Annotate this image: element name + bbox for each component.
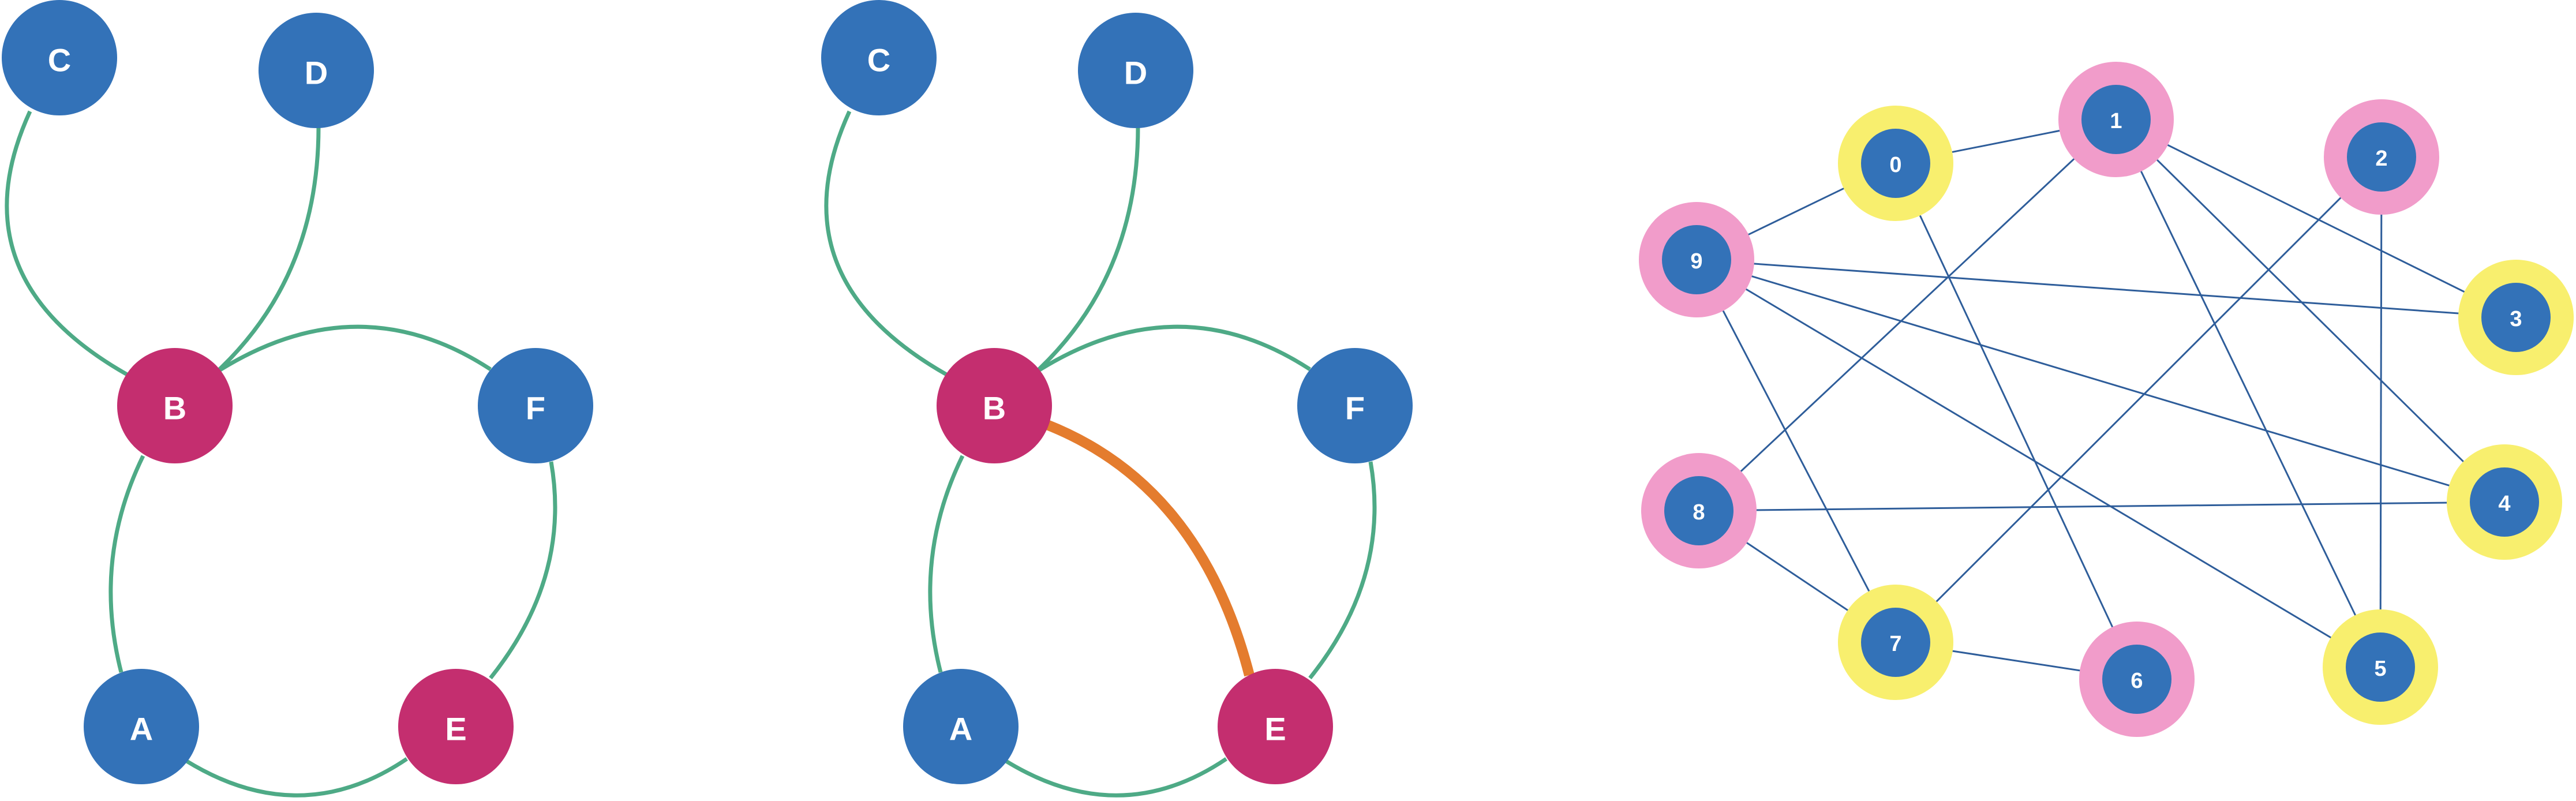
- graph2-node-C: C: [821, 0, 937, 115]
- graph1-node-circle-E: [398, 669, 514, 784]
- graph1-node-C: C: [2, 0, 117, 115]
- graph3-node-5: 5: [2323, 609, 2438, 725]
- graph3-edge-1-3: [2116, 118, 2517, 319]
- graph1-node-label-A: A: [130, 711, 153, 747]
- graph3-edge-1-8: [1698, 118, 2117, 512]
- graph2-node-label-D: D: [1124, 55, 1147, 91]
- graph2-node-A: A: [903, 669, 1019, 784]
- graph1-node-label-F: F: [526, 390, 545, 426]
- graph2-node-circle-A: [903, 669, 1019, 784]
- graph3-node-core-4: [2470, 467, 2539, 537]
- graph1-node-E: E: [398, 669, 514, 784]
- graph3-node-4: 4: [2447, 444, 2562, 560]
- graph2-node-D: D: [1078, 13, 1193, 128]
- graph3-node-7: 7: [1838, 585, 1953, 700]
- graph3-node-6: 6: [2079, 622, 2195, 737]
- graph2-node-label-F: F: [1345, 390, 1365, 426]
- graph1-edge-D-B: [215, 126, 321, 374]
- graph2-node-circle-C: [821, 0, 937, 115]
- graph3-node-core-8: [1664, 476, 1733, 545]
- graph2-highlighted-edge-B-E: [1043, 419, 1255, 677]
- graph1-edge-A-E: [185, 757, 408, 798]
- graph3-node-label-0: 0: [1889, 153, 1901, 177]
- graph3-edge-9-3: [1696, 259, 2517, 319]
- graph1-node-label-E: E: [445, 711, 466, 747]
- graph3-node-3: 3: [2458, 260, 2574, 375]
- graph3-node-core-3: [2481, 283, 2551, 352]
- graph3-node-label-8: 8: [1693, 500, 1705, 525]
- graph1-node-circle-C: [2, 0, 117, 115]
- graph2-edge-B-F: [1035, 324, 1311, 374]
- graph1-node-label-C: C: [48, 42, 71, 78]
- graph3-node-label-2: 2: [2375, 147, 2387, 171]
- graph3-edge-9-4: [1696, 259, 2505, 503]
- graph3-node-label-5: 5: [2374, 657, 2386, 681]
- graph1-node-label-D: D: [305, 55, 328, 91]
- graph1-node-B: B: [117, 348, 233, 463]
- graph1-node-F: F: [478, 348, 593, 463]
- graph1-edges: [5, 110, 557, 798]
- graph3-edge-0-6: [1894, 163, 2138, 680]
- graph1-edge-E-F: [489, 461, 557, 680]
- graph2-edge-C-B: [824, 110, 949, 377]
- graph3-node-label-9: 9: [1690, 249, 1702, 274]
- graph2-node-circle-F: [1297, 348, 1413, 463]
- graph3-node-0: 0: [1838, 106, 1953, 221]
- graph3-edge-9-7: [1695, 259, 1897, 643]
- graph3-node-label-7: 7: [1889, 632, 1901, 656]
- graph1-node-circle-A: [84, 669, 199, 784]
- graph2-node-E: E: [1218, 669, 1333, 784]
- graph1-edge-B-F: [215, 324, 492, 374]
- graph3-node-1: 1: [2058, 62, 2174, 177]
- graph2-node-circle-D: [1078, 13, 1193, 128]
- graph3-edge-1-5: [2115, 119, 2382, 668]
- graph3-node-label-3: 3: [2510, 307, 2522, 331]
- graph3-node-core-2: [2347, 122, 2416, 192]
- graph1-node-label-B: B: [163, 390, 186, 426]
- graph3-edge-2-7: [1894, 156, 2383, 643]
- graph3-node-label-1: 1: [2110, 109, 2122, 133]
- graph3-node-label-6: 6: [2131, 669, 2143, 693]
- graph2-edge-A-E: [1004, 757, 1227, 798]
- graph3-node-label-4: 4: [2498, 492, 2510, 516]
- graph2-node-label-A: A: [949, 711, 972, 747]
- graph1-node-circle-F: [478, 348, 593, 463]
- graph3-node-core-0: [1861, 129, 1930, 198]
- graph2-edge-E-F: [1308, 461, 1377, 680]
- graph1-edge-B-A: [108, 455, 145, 673]
- graph3-node-8: 8: [1641, 453, 1757, 568]
- graph3-node-core-6: [2102, 645, 2171, 714]
- graph1-node-circle-D: [259, 13, 374, 128]
- graph3-node-core-7: [1861, 608, 1930, 677]
- graph2-node-F: F: [1297, 348, 1413, 463]
- graph3-node-core-1: [2081, 85, 2151, 154]
- graph1-node-D: D: [259, 13, 374, 128]
- graph3-node-core-9: [1662, 225, 1731, 294]
- graph2-node-circle-E: [1218, 669, 1333, 784]
- graph3-node-core-5: [2346, 632, 2415, 702]
- graph2-node-label-E: E: [1264, 711, 1286, 747]
- graph3-nodes: 0 1 2 3 4 5 6 7 8 9: [1639, 62, 2574, 737]
- graph1-edge-C-B: [5, 110, 129, 377]
- graph2-node-circle-B: [937, 348, 1052, 463]
- graph1-node-circle-B: [117, 348, 233, 463]
- graph2-edges: [824, 110, 1377, 798]
- graph3-edges: [1695, 118, 2517, 680]
- graph2-edge-D-B: [1034, 126, 1140, 374]
- graph2-node-label-C: C: [867, 42, 890, 78]
- graph3-edge-2-5: [2379, 156, 2383, 668]
- graph2-node-B: B: [937, 348, 1052, 463]
- graph1-node-A: A: [84, 669, 199, 784]
- graph3-edge-8-4: [1698, 501, 2505, 512]
- graph3-node-9: 9: [1639, 202, 1754, 317]
- graph1-nodes: C D B F A E: [2, 0, 593, 784]
- graph2-node-label-B: B: [983, 390, 1006, 426]
- graph3-edge-9-5: [1696, 259, 2381, 668]
- graph2-nodes: C D B F A E: [821, 0, 1413, 784]
- graph3-node-2: 2: [2324, 99, 2439, 215]
- graph2-edge-B-A: [928, 455, 965, 673]
- graph3-edge-1-4: [2115, 118, 2506, 503]
